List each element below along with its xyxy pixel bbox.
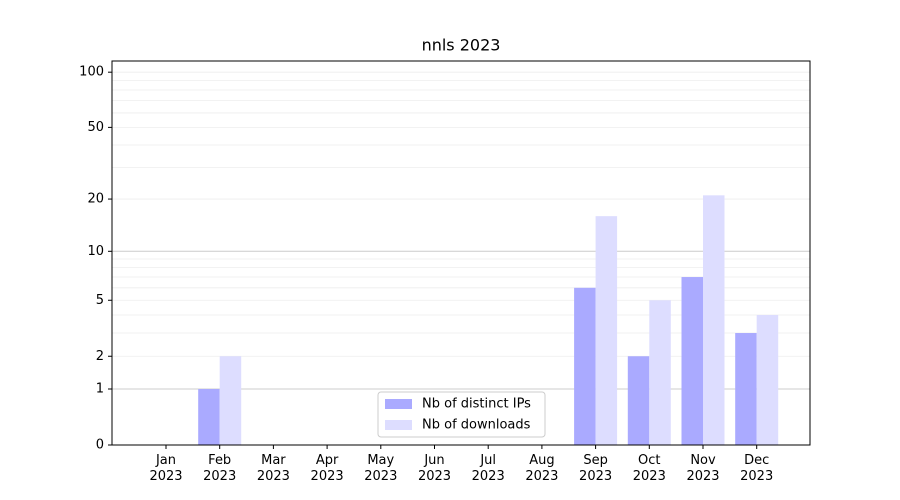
bar xyxy=(595,216,618,445)
legend: Nb of distinct IPs Nb of downloads xyxy=(377,391,546,438)
x-tick-label: Sep 2023 xyxy=(579,453,613,484)
y-tick-label: 10 xyxy=(87,244,104,259)
x-tick-label: Mar 2023 xyxy=(256,453,290,484)
x-tick-label: Apr 2023 xyxy=(310,453,344,484)
bar xyxy=(703,195,725,445)
x-tick-label: Dec 2023 xyxy=(740,453,774,484)
y-tick-label: 5 xyxy=(96,293,104,308)
bar xyxy=(681,277,703,445)
bar xyxy=(219,356,242,445)
bar xyxy=(198,389,220,445)
x-tick-label: Jul 2023 xyxy=(471,453,505,484)
x-tick-label: Feb 2023 xyxy=(203,453,237,484)
axes-frame xyxy=(111,60,811,446)
bar xyxy=(627,356,650,445)
x-tick-label: May 2023 xyxy=(364,453,398,484)
bar xyxy=(735,333,757,445)
y-tick-label: 20 xyxy=(87,192,104,207)
y-tick-label: 50 xyxy=(87,120,104,135)
chart-title: nnls 2023 xyxy=(422,36,501,55)
legend-swatch xyxy=(385,399,412,409)
x-tick-label: Jan 2023 xyxy=(149,453,183,484)
bar xyxy=(756,314,779,445)
legend-swatch xyxy=(385,420,412,430)
y-tick-label: 1 xyxy=(96,382,104,397)
x-tick-label: Oct 2023 xyxy=(632,453,666,484)
y-tick-label: 100 xyxy=(79,65,104,80)
legend-label: Nb of distinct IPs xyxy=(422,397,531,412)
x-tick-label: Aug 2023 xyxy=(525,453,559,484)
x-tick-label: Nov 2023 xyxy=(686,453,720,484)
bar xyxy=(649,300,671,445)
y-tick-label: 2 xyxy=(96,349,104,364)
x-tick-label: Jun 2023 xyxy=(417,453,452,484)
y-tick-label: 0 xyxy=(96,438,104,453)
legend-box xyxy=(377,391,546,438)
legend-label: Nb of downloads xyxy=(422,418,531,433)
bar xyxy=(574,287,596,445)
